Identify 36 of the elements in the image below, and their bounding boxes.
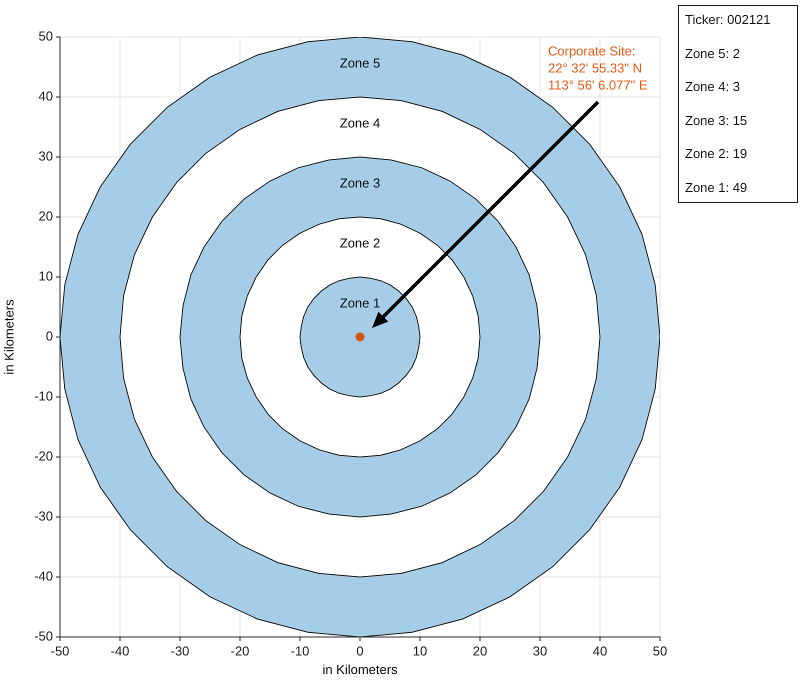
x-axis-title: in Kilometers (322, 662, 398, 677)
x-tick-label: 20 (472, 643, 488, 658)
x-tick-label: -50 (50, 643, 70, 658)
x-tick-label: 40 (592, 643, 608, 658)
x-tick-label: -10 (290, 643, 310, 658)
text: Zone 4: 3 (685, 79, 741, 95)
y-tick-label: 50 (38, 28, 53, 44)
y-tick-label: -20 (34, 448, 53, 464)
annotation: Zone 1 (340, 296, 380, 311)
y-tick-label: 30 (38, 148, 53, 164)
y-tick-label: 10 (38, 268, 53, 284)
x-tick-label: 0 (356, 643, 364, 658)
text: Zone 3: 15 (685, 112, 748, 128)
x-tick-label: -20 (230, 643, 250, 658)
text: Zone 5: 2 (685, 46, 741, 62)
text: Zone 2: 19 (685, 146, 748, 162)
x-tick-label: -30 (170, 643, 190, 658)
y-axis-title: in Kilometers (1, 298, 16, 375)
x-tick-label: 50 (652, 643, 668, 658)
y-tick-label: -30 (34, 508, 53, 524)
y-tick-label: 40 (38, 88, 53, 104)
annotation: Corporate Site: 22° 32' 55.33" N 113° 56' 6.077" E (548, 44, 648, 93)
annotation: Zone 3 (340, 176, 380, 191)
annotation: Zone 5 (340, 56, 380, 71)
annotation: Zone 2 (340, 236, 380, 251)
annotation: Zone 4 (340, 116, 380, 131)
y-tick-label: 0 (46, 328, 53, 344)
text: Zone 1: 49 (685, 180, 748, 196)
x-tick-label: 10 (412, 643, 428, 658)
y-tick-label: -50 (34, 628, 53, 644)
x-tick-label: -40 (110, 643, 130, 658)
y-tick-label: 20 (38, 208, 53, 224)
text: Ticker: 002121 (685, 12, 772, 28)
y-tick-label: -40 (34, 568, 53, 584)
x-tick-label: 30 (532, 643, 548, 658)
y-tick-label: -10 (34, 388, 53, 404)
